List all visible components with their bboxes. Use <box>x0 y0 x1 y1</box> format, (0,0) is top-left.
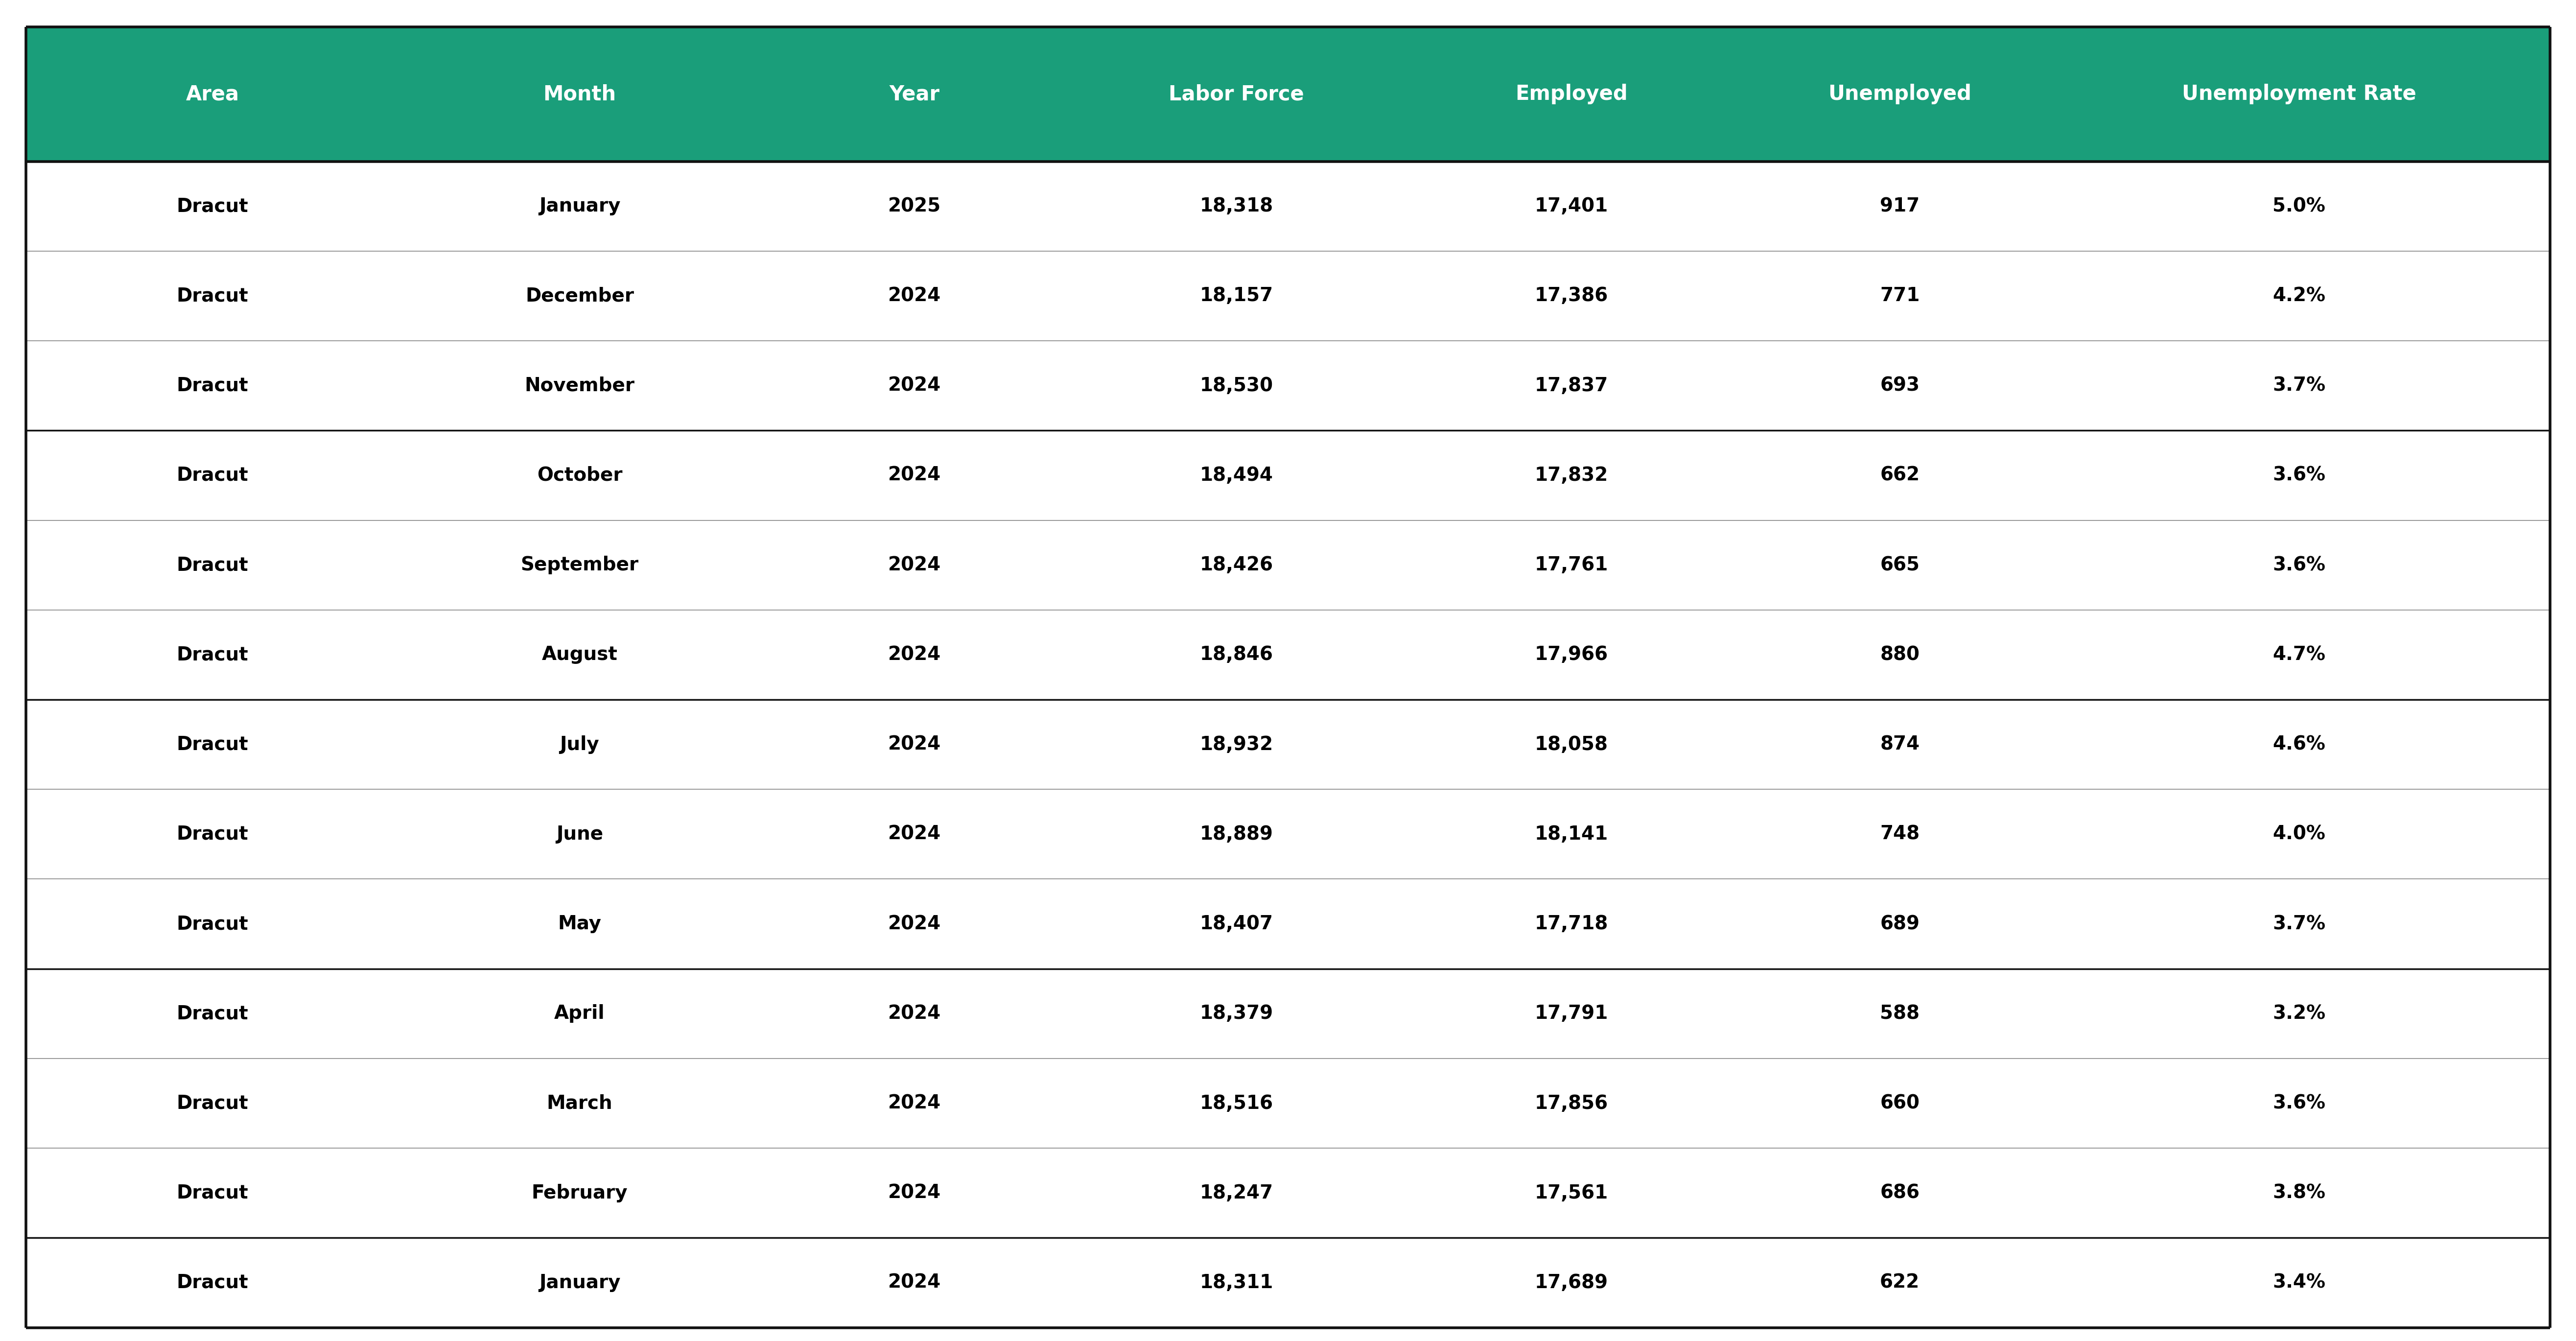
Text: May: May <box>559 915 600 933</box>
Text: 2024: 2024 <box>889 1094 940 1113</box>
Text: 2024: 2024 <box>889 1274 940 1291</box>
Text: January: January <box>538 197 621 216</box>
Text: 17,689: 17,689 <box>1535 1274 1607 1291</box>
Text: April: April <box>554 1004 605 1023</box>
Text: Dracut: Dracut <box>178 1184 247 1203</box>
Text: 17,561: 17,561 <box>1535 1184 1607 1203</box>
Text: 17,856: 17,856 <box>1535 1094 1607 1113</box>
Text: Dracut: Dracut <box>178 467 247 484</box>
Text: September: September <box>520 555 639 574</box>
Text: 2024: 2024 <box>889 377 940 396</box>
Text: 3.8%: 3.8% <box>2272 1184 2326 1203</box>
Text: Dracut: Dracut <box>178 1094 247 1113</box>
Text: 18,426: 18,426 <box>1200 555 1273 574</box>
Text: 5.0%: 5.0% <box>2272 197 2326 216</box>
Text: Month: Month <box>544 84 616 105</box>
Text: Employed: Employed <box>1515 84 1628 105</box>
Text: Dracut: Dracut <box>178 825 247 843</box>
Text: Year: Year <box>889 84 940 105</box>
Text: 18,889: 18,889 <box>1200 825 1273 843</box>
Text: Dracut: Dracut <box>178 1004 247 1023</box>
Text: Dracut: Dracut <box>178 645 247 664</box>
Text: 660: 660 <box>1880 1094 1919 1113</box>
Text: 3.2%: 3.2% <box>2272 1004 2326 1023</box>
Text: Labor Force: Labor Force <box>1170 84 1303 105</box>
Text: December: December <box>526 287 634 306</box>
Text: 3.4%: 3.4% <box>2272 1274 2326 1291</box>
Text: 18,846: 18,846 <box>1200 645 1273 664</box>
Text: 17,761: 17,761 <box>1535 555 1607 574</box>
Text: 17,718: 17,718 <box>1535 915 1607 933</box>
Text: August: August <box>541 645 618 664</box>
Text: 662: 662 <box>1880 467 1919 484</box>
Text: 18,379: 18,379 <box>1200 1004 1273 1023</box>
Text: 2024: 2024 <box>889 287 940 306</box>
Text: Unemployment Rate: Unemployment Rate <box>2182 84 2416 105</box>
Text: 748: 748 <box>1880 825 1919 843</box>
Text: June: June <box>556 825 603 843</box>
Text: 4.7%: 4.7% <box>2272 645 2326 664</box>
Text: 771: 771 <box>1880 287 1919 306</box>
Text: 3.6%: 3.6% <box>2272 555 2326 574</box>
Text: 880: 880 <box>1880 645 1919 664</box>
Text: Dracut: Dracut <box>178 915 247 933</box>
Text: 17,401: 17,401 <box>1535 197 1607 216</box>
Text: 665: 665 <box>1880 555 1919 574</box>
Text: Dracut: Dracut <box>178 287 247 306</box>
Text: January: January <box>538 1274 621 1291</box>
Text: 693: 693 <box>1880 377 1919 396</box>
Text: 874: 874 <box>1880 735 1919 754</box>
Text: Dracut: Dracut <box>178 197 247 216</box>
Text: July: July <box>559 735 600 754</box>
Text: 17,837: 17,837 <box>1535 377 1607 396</box>
Text: 917: 917 <box>1880 197 1919 216</box>
Text: 3.6%: 3.6% <box>2272 1094 2326 1113</box>
Text: 588: 588 <box>1880 1004 1919 1023</box>
Text: 2024: 2024 <box>889 825 940 843</box>
Text: February: February <box>531 1184 629 1203</box>
Text: March: March <box>546 1094 613 1113</box>
Text: 2024: 2024 <box>889 645 940 664</box>
Text: 2024: 2024 <box>889 1004 940 1023</box>
Text: 18,530: 18,530 <box>1200 377 1273 396</box>
Text: 4.6%: 4.6% <box>2272 735 2326 754</box>
Text: 3.7%: 3.7% <box>2272 377 2326 396</box>
Text: Dracut: Dracut <box>178 735 247 754</box>
Text: 2024: 2024 <box>889 735 940 754</box>
Text: 17,386: 17,386 <box>1535 287 1607 306</box>
Text: 2024: 2024 <box>889 915 940 933</box>
Text: 3.7%: 3.7% <box>2272 915 2326 933</box>
Text: 18,932: 18,932 <box>1200 735 1273 754</box>
Text: 18,407: 18,407 <box>1200 915 1273 933</box>
Text: 18,494: 18,494 <box>1200 467 1273 484</box>
Text: 17,966: 17,966 <box>1535 645 1607 664</box>
Bar <box>26 27 2550 161</box>
Text: 4.2%: 4.2% <box>2272 287 2326 306</box>
Text: 18,516: 18,516 <box>1200 1094 1273 1113</box>
Text: 18,058: 18,058 <box>1535 735 1607 754</box>
Text: 2024: 2024 <box>889 467 940 484</box>
Text: November: November <box>526 377 634 396</box>
Text: Dracut: Dracut <box>178 377 247 396</box>
Text: 18,247: 18,247 <box>1200 1184 1273 1203</box>
Text: 2024: 2024 <box>889 1184 940 1203</box>
Text: 2025: 2025 <box>889 197 940 216</box>
Text: 689: 689 <box>1880 915 1919 933</box>
Text: 18,157: 18,157 <box>1200 287 1273 306</box>
Text: 686: 686 <box>1880 1184 1919 1203</box>
Text: 18,311: 18,311 <box>1200 1274 1273 1291</box>
Text: 622: 622 <box>1880 1274 1919 1291</box>
Text: October: October <box>536 467 623 484</box>
Text: Area: Area <box>185 84 240 105</box>
Text: Dracut: Dracut <box>178 555 247 574</box>
Text: 17,791: 17,791 <box>1535 1004 1607 1023</box>
Text: 3.6%: 3.6% <box>2272 467 2326 484</box>
Text: Dracut: Dracut <box>178 1274 247 1291</box>
Text: 2024: 2024 <box>889 555 940 574</box>
Text: 17,832: 17,832 <box>1535 467 1607 484</box>
Text: 4.0%: 4.0% <box>2272 825 2326 843</box>
Text: 18,141: 18,141 <box>1535 825 1607 843</box>
Text: 18,318: 18,318 <box>1200 197 1273 216</box>
Text: Unemployed: Unemployed <box>1829 84 1971 105</box>
